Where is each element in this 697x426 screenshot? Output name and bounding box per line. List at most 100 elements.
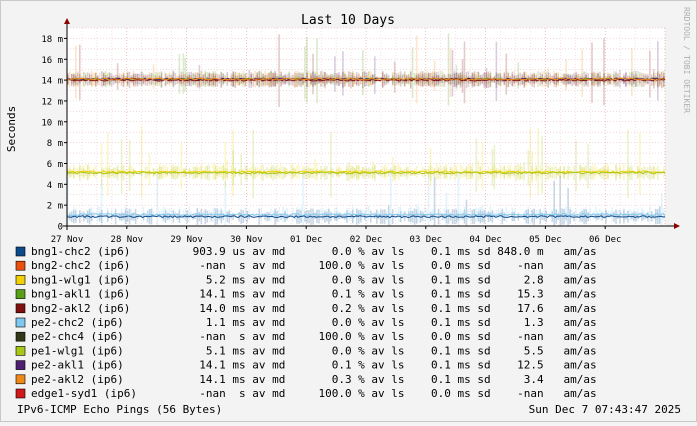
smoke-band [517,74,520,86]
smoke-band [314,212,316,217]
smoke-band [433,177,436,226]
smoke-band [635,211,637,222]
smoke-band [559,175,561,226]
smoke-band [252,130,254,199]
smoke-band [487,211,490,223]
smoke-band [601,210,603,219]
smoke-band [433,60,436,91]
smoke-band [465,199,468,226]
smoke-band [411,210,414,223]
legend-label: bng1-akl1 (ip6) [31,288,130,301]
smoke-band [334,56,336,92]
smoke-band [362,50,364,96]
smoke-band [479,167,482,179]
footer-right: Sun Dec 7 07:43:47 2025 [529,403,681,416]
smoke-band [126,207,129,222]
smoke-band [573,211,575,222]
y-tick-label: 16 m [41,56,63,66]
smoke-band [120,139,123,194]
legend-stats: -nan s av md 100.0 % av ls 0.0 ms sd -na… [186,259,597,272]
smoke-band [541,135,543,194]
legend-label: pe2-chc4 (ip6) [31,330,124,343]
smoke-band [184,58,187,92]
smoke-band [587,212,589,222]
smoke-band [439,165,442,179]
smoke-band [389,167,392,226]
smoke-band [148,153,151,185]
smoke-band [503,72,506,86]
smoke-band [152,64,155,89]
smoke-band [457,75,460,85]
smoke-band [657,41,659,101]
smoke-band [132,212,135,221]
smoke-band [451,49,454,97]
smoke-band [244,73,246,87]
smoke-band [603,38,605,106]
smoke-band [651,210,653,219]
smoke-band [284,211,286,223]
smoke-band [322,208,324,221]
smoke-band [411,170,414,176]
plot-area: 0 2 m 4 m 6 m 8 m 10 m 12 m 14 m 16 m 18 m 27 Nov… [41,18,680,245]
smoke-band [200,209,203,225]
smoke-band [300,206,302,223]
smoke-band [302,168,304,226]
smoke-band [67,177,69,226]
smoke-band [358,165,360,179]
smoke-band [645,170,647,176]
y-tick-label: 18 m [41,35,63,45]
smoke-band [73,206,75,221]
smoke-band [543,213,545,220]
smoke-band [178,167,181,177]
series-line [66,215,666,219]
x-tick-label: 27 Nov [51,235,84,245]
smoke-band [114,208,117,225]
smoke-band [79,164,81,181]
smoke-band [463,41,466,104]
smoke-band [639,169,641,177]
x-axis-arrow [674,223,680,229]
smoke-band [639,132,641,195]
smoke-band [342,51,344,96]
smoke-band [224,141,227,188]
legend-stats: 5.1 ms av md 0.0 % av ls 0.1 ms sd 5.5 a… [186,344,597,357]
smoke-band [539,212,541,217]
smoke-band [358,209,360,224]
smoke-band [200,164,203,178]
smoke-band [603,214,605,219]
smoke-band [124,169,127,175]
smoke-band [360,210,362,223]
smoke-band [156,176,159,226]
smoke-band [160,72,163,88]
smoke-band [268,169,270,177]
smoke-band [100,210,103,224]
rrdtool-watermark: RRDTOOL / TOBI OETIKER [682,7,691,113]
smoke-band [79,44,81,100]
smoke-band [320,78,322,83]
smoke-band [316,163,318,181]
smoke-band [330,132,332,198]
smoke-band [583,167,585,176]
smoke-band [316,38,318,104]
smoke-band [120,165,123,178]
smoke-band [246,165,248,181]
smoke-band [304,46,306,100]
y-tick-label: 2 m [47,202,63,212]
median-lines [66,77,666,219]
smoke-band [178,207,181,222]
y-axis-label: Seconds [5,106,18,152]
series-line [66,171,666,175]
smoke-band [296,207,298,222]
smoke-band [605,163,607,180]
legend-swatch [15,374,26,385]
legend-stats: 14.1 ms av md 0.3 % av ls 0.1 ms sd 3.4 … [186,373,597,386]
smoke-band [455,208,458,221]
smoke-band [475,138,478,192]
smoke-band [188,206,191,223]
smoke-band [238,169,240,175]
legend-stats: 14.1 ms av md 0.1 % av ls 0.1 ms sd 12.5… [186,359,597,372]
series-line [66,77,666,81]
smoke-band [240,153,242,185]
smoke-band [69,211,71,218]
smoke-band [617,167,619,176]
